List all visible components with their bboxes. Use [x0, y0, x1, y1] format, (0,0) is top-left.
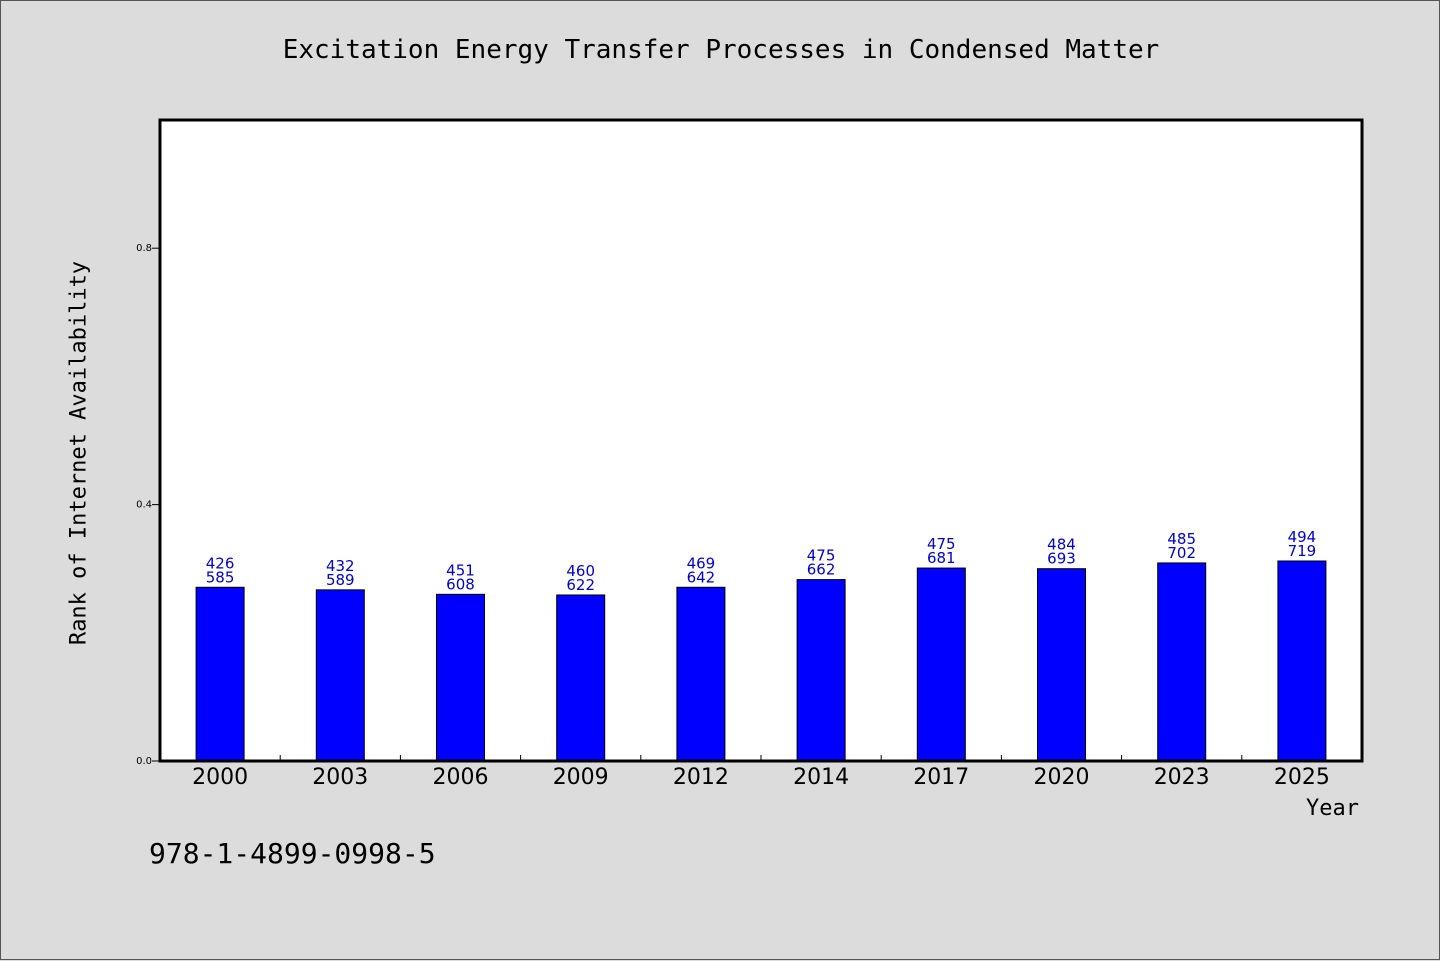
x-tick-label: 2023: [1154, 765, 1210, 790]
x-tick-label: 2006: [433, 765, 489, 790]
bar: [195, 586, 245, 762]
bar-label-top: 432: [326, 557, 355, 575]
x-tick-label: 2009: [553, 765, 609, 790]
bar-label-bottom: 622: [566, 576, 595, 594]
bar-label-bottom: 681: [927, 549, 956, 567]
x-tick-label: 2000: [192, 765, 248, 790]
plot-frame: [158, 118, 1364, 763]
bar: [315, 589, 365, 762]
bar-label-bottom: 585: [206, 568, 235, 586]
x-tick-label: 2012: [673, 765, 729, 790]
bar-label-bottom: 693: [1047, 550, 1076, 568]
bar: [1277, 560, 1327, 762]
x-tick-label: 2017: [913, 765, 969, 790]
bar: [916, 567, 966, 762]
bar-label-top: 460: [566, 562, 595, 580]
bar-label-bottom: 608: [446, 575, 475, 593]
bar: [556, 594, 606, 762]
bar: [676, 586, 726, 762]
bar-label-top: 469: [687, 554, 716, 572]
x-axis-label: Year: [1306, 796, 1359, 821]
bar-label-top: 485: [1167, 530, 1196, 548]
bar: [436, 593, 485, 762]
bar-label-bottom: 702: [1167, 544, 1196, 562]
bar: [796, 579, 846, 762]
bar-label-bottom: 662: [807, 561, 836, 579]
bar-label-bottom: 642: [687, 568, 716, 586]
y-tick-label: 0.8: [136, 243, 152, 254]
bar-label-top: 451: [446, 561, 475, 579]
x-tick-label: 2020: [1034, 765, 1090, 790]
footer-isbn: 978-1-4899-0998-5: [149, 837, 436, 870]
bar-label-bottom: 719: [1288, 542, 1317, 560]
bar-label-top: 494: [1288, 528, 1317, 546]
bar-label-top: 475: [927, 535, 956, 553]
x-tick-label: 2025: [1274, 765, 1330, 790]
bar-label-top: 475: [807, 547, 836, 565]
y-axis-label: Rank of Internet Availability: [66, 260, 92, 646]
bar: [1157, 562, 1207, 762]
y-tick-label: 0.4: [136, 500, 152, 511]
x-tick-label: 2014: [793, 765, 849, 790]
chart-title: Excitation Energy Transfer Processes in …: [282, 35, 1160, 65]
bar-label-top: 484: [1047, 536, 1076, 554]
x-tick-label: 2003: [312, 765, 368, 790]
y-tick-label: 0.0: [136, 756, 152, 767]
bar: [1037, 568, 1086, 762]
bar-label-top: 426: [206, 554, 235, 572]
bar-label-bottom: 589: [326, 571, 355, 589]
